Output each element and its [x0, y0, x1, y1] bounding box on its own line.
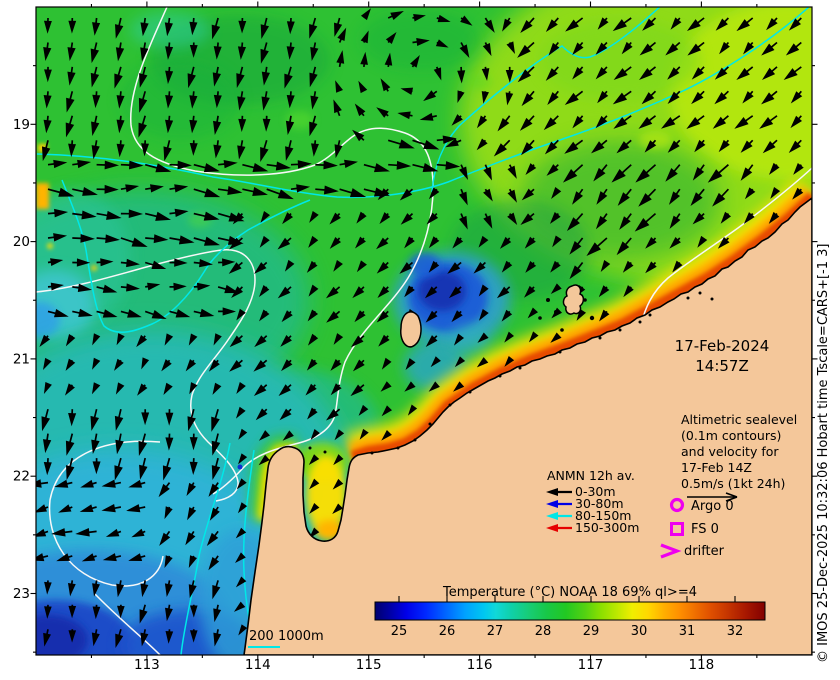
current-vectors — [36, 8, 804, 649]
velocity-scale-arrow-icon — [687, 492, 738, 502]
x-tick-118: 118 — [689, 657, 715, 673]
altimetry-line-3: and velocity for — [681, 444, 779, 459]
coastal-rocks — [308, 291, 714, 455]
colorbar: Temperature (°C) NOAA 18 69% ql>=4 25 26… — [374, 585, 766, 639]
anmn-label-30-80: 30-80m — [575, 496, 624, 511]
anmn-item-2: 80-150m — [546, 508, 631, 523]
land — [237, 197, 812, 655]
colorbar-tick-30: 30 — [631, 624, 648, 639]
anmn-legend-title: ANMN 12h av. — [547, 468, 635, 483]
isobath-scalebar-label: 200 1000m — [249, 629, 324, 644]
argo-label: Argo 0 — [691, 499, 734, 514]
fs-marker-icon — [670, 522, 684, 536]
anmn-arrowhead-0-30-icon — [546, 488, 558, 496]
x-tick-117: 117 — [578, 657, 604, 673]
fs-label: FS 0 — [691, 522, 719, 537]
anmn-legend: ANMN 12h av. 0-30m 30-80m 80-150m 150-30… — [546, 468, 639, 535]
timestamp-time: 14:57Z — [695, 357, 749, 375]
colorbar-tick-28: 28 — [535, 624, 552, 639]
y-tick-23: 23 — [13, 586, 30, 602]
barrow-island — [400, 311, 422, 348]
montebello-islets — [562, 284, 585, 315]
altimetry-line-5: 0.5m/s (1kt 24h) — [681, 476, 785, 491]
anmn-item-1: 30-80m — [546, 496, 624, 511]
anmn-arrowhead-150-300-icon — [546, 524, 558, 532]
colorbar-tick-25: 25 — [391, 624, 408, 639]
x-tick-114: 114 — [245, 657, 271, 673]
anmn-arrowhead-30-80-icon — [546, 500, 558, 508]
x-tick-113: 113 — [134, 657, 160, 673]
altimetry-line-4: 17-Feb 14Z — [681, 460, 752, 475]
colorbar-tick-26: 26 — [439, 624, 456, 639]
colorbar-tick-27: 27 — [487, 624, 504, 639]
x-tick-115: 115 — [356, 657, 382, 673]
colorbar-title: Temperature (°C) NOAA 18 69% ql>=4 — [442, 585, 697, 600]
anmn-label-0-30: 0-30m — [575, 484, 616, 499]
platform-legend: Argo 0 FS 0 drifter — [660, 497, 734, 559]
colorbar-gradient — [374, 601, 766, 621]
anmn-label-80-150: 80-150m — [575, 508, 631, 523]
altimetry-annotation: Altimetric sealevel (0.1m contours) and … — [681, 412, 797, 502]
timestamp: 17-Feb-2024 14:57Z — [675, 337, 770, 375]
colorbar-tick-29: 29 — [583, 624, 600, 639]
altimetry-line-1: Altimetric sealevel — [681, 412, 797, 427]
y-tick-19: 19 — [13, 117, 30, 133]
argo-marker-icon — [669, 497, 685, 513]
y-tick-20: 20 — [13, 234, 30, 250]
anmn-label-150-300: 150-300m — [575, 520, 639, 535]
isobath-contours — [36, 7, 810, 655]
drifter-label: drifter — [684, 544, 725, 559]
colorbar-tick-31: 31 — [679, 624, 696, 639]
colorbar-ticks — [398, 596, 736, 602]
altimetry-line-2: (0.1m contours) — [681, 428, 781, 443]
isobath-scalebar: 200 1000m — [248, 629, 324, 648]
mainland-coast — [243, 197, 812, 655]
x-axis-labels: 113 114 115 116 117 118 — [134, 657, 714, 673]
colorbar-tick-labels: 25 26 27 28 29 30 31 32 — [391, 624, 744, 639]
credit-text: © IMOS 25-Dec-2025 10:32:06 Hobart time … — [816, 244, 831, 663]
anmn-arrowhead-80-150-icon — [546, 512, 558, 520]
axis-ticks — [30, 1, 818, 661]
anmn-item-0: 0-30m — [546, 484, 616, 499]
y-tick-22: 22 — [13, 469, 30, 485]
anmn-item-3: 150-300m — [546, 520, 639, 535]
cold-spot — [237, 464, 243, 470]
y-axis-labels: 19 20 21 22 23 — [13, 117, 30, 602]
colorbar-tick-32: 32 — [727, 624, 744, 639]
timestamp-date: 17-Feb-2024 — [675, 337, 770, 355]
y-tick-21: 21 — [13, 351, 30, 367]
drifter-marker-icon — [660, 543, 682, 559]
x-tick-116: 116 — [467, 657, 493, 673]
